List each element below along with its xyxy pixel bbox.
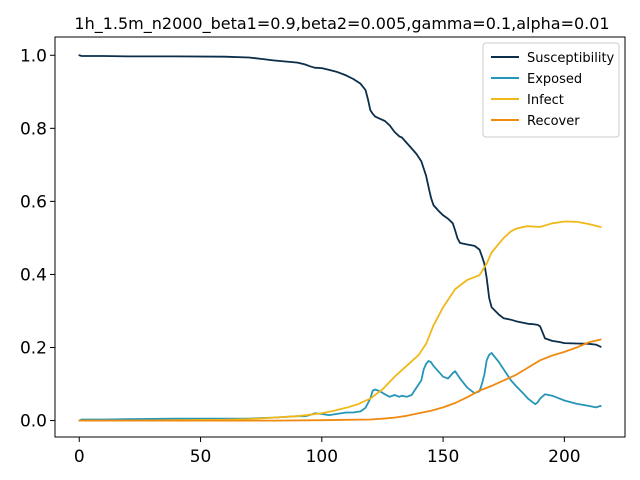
chart-title: 1h_1.5m_n2000_beta1=0.9,beta2=0.005,gamm… (74, 14, 609, 34)
legend-label: Infect (527, 93, 564, 108)
legend-box (482, 42, 620, 138)
x-tick-label: 0 (74, 447, 85, 467)
x-tick-label: 50 (190, 447, 212, 467)
y-tick-label: 0.2 (20, 339, 47, 359)
y-tick-label: 0.4 (20, 265, 47, 285)
legend-label: Exposed (527, 72, 582, 87)
x-tick-label: 200 (548, 447, 580, 467)
y-tick-label: 0.0 (20, 412, 47, 432)
y-tick-label: 0.6 (20, 192, 47, 212)
series-line-susceptibility (78, 54, 602, 348)
x-axis: 0 50 100 150 200 (74, 437, 581, 467)
series-lines (78, 54, 602, 422)
plot-area (54, 36, 626, 438)
legend-label: Recover (527, 114, 580, 129)
legend: Susceptibility Exposed Infect Recover (482, 42, 620, 138)
series-line-recover (78, 338, 602, 422)
legend-label: Susceptibility (527, 51, 615, 66)
series-line-infect (78, 220, 602, 422)
x-tick-label: 150 (427, 447, 459, 467)
y-tick-label: 0.8 (20, 119, 47, 139)
y-axis: 0.0 0.2 0.4 0.6 0.8 1.0 (20, 46, 55, 432)
x-tick-label: 100 (306, 447, 338, 467)
y-tick-label: 1.0 (20, 46, 47, 66)
